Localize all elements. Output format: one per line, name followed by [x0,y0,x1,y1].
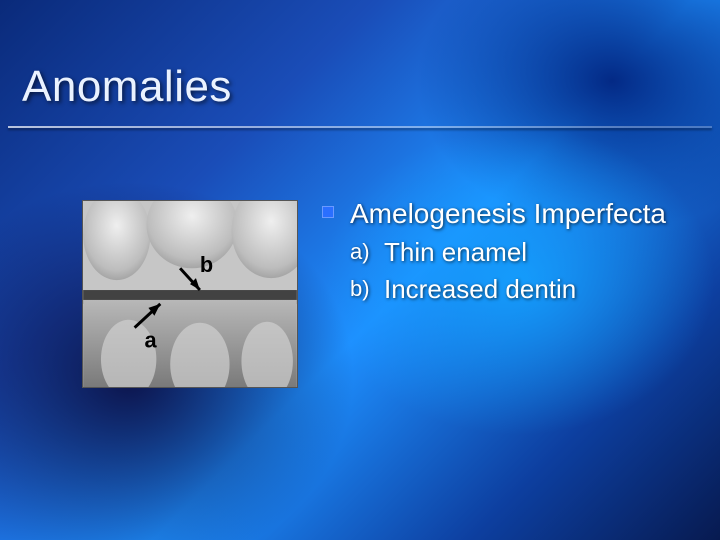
sub-text-a: Thin enamel [384,235,527,270]
title-divider [8,126,712,128]
radiograph-figure: b a [82,200,298,388]
sub-marker-b: b) [350,272,384,305]
radiograph-svg: b a [83,201,297,387]
slide-title: Anomalies [22,62,232,112]
callout-b-label: b [200,252,213,277]
square-bullet-icon [322,206,334,218]
content-block: Amelogenesis Imperfecta a) Thin enamel b… [322,196,702,307]
sub-marker-a: a) [350,235,384,268]
sub-item-a: a) Thin enamel [350,235,702,270]
main-bullet-row: Amelogenesis Imperfecta [322,196,702,231]
main-bullet-text: Amelogenesis Imperfecta [350,196,666,231]
callout-a-label: a [144,327,157,352]
slide: Anomalies [0,0,720,540]
sub-item-b: b) Increased dentin [350,272,702,307]
sub-text-b: Increased dentin [384,272,576,307]
